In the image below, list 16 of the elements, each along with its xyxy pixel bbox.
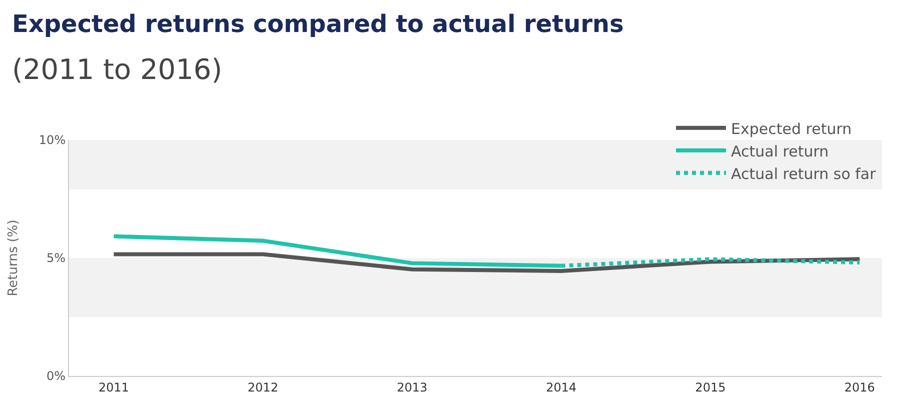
x-tick-label: 2013	[396, 380, 428, 394]
x-tick-label: 2015	[695, 380, 726, 394]
chart-title: Expected returns compared to actual returns	[12, 10, 624, 38]
legend-label: Actual return so far	[731, 164, 877, 183]
x-tick-label: 2011	[98, 380, 130, 394]
line-series	[112, 252, 862, 273]
chart-subtitle: (2011 to 2016)	[12, 53, 222, 86]
y-tick-label: 5%	[46, 251, 66, 266]
y-tick-label: 0%	[46, 369, 66, 384]
legend-label: Actual return	[731, 142, 829, 160]
y-tick-label: 10%	[38, 133, 66, 148]
x-tick-label: 2016	[844, 380, 875, 394]
x-tick-label: 2012	[248, 380, 278, 394]
x-tick-label: 2014	[546, 380, 577, 394]
y-axis-title: Returns (%)	[6, 220, 21, 296]
legend-label: Expected return	[731, 120, 852, 138]
